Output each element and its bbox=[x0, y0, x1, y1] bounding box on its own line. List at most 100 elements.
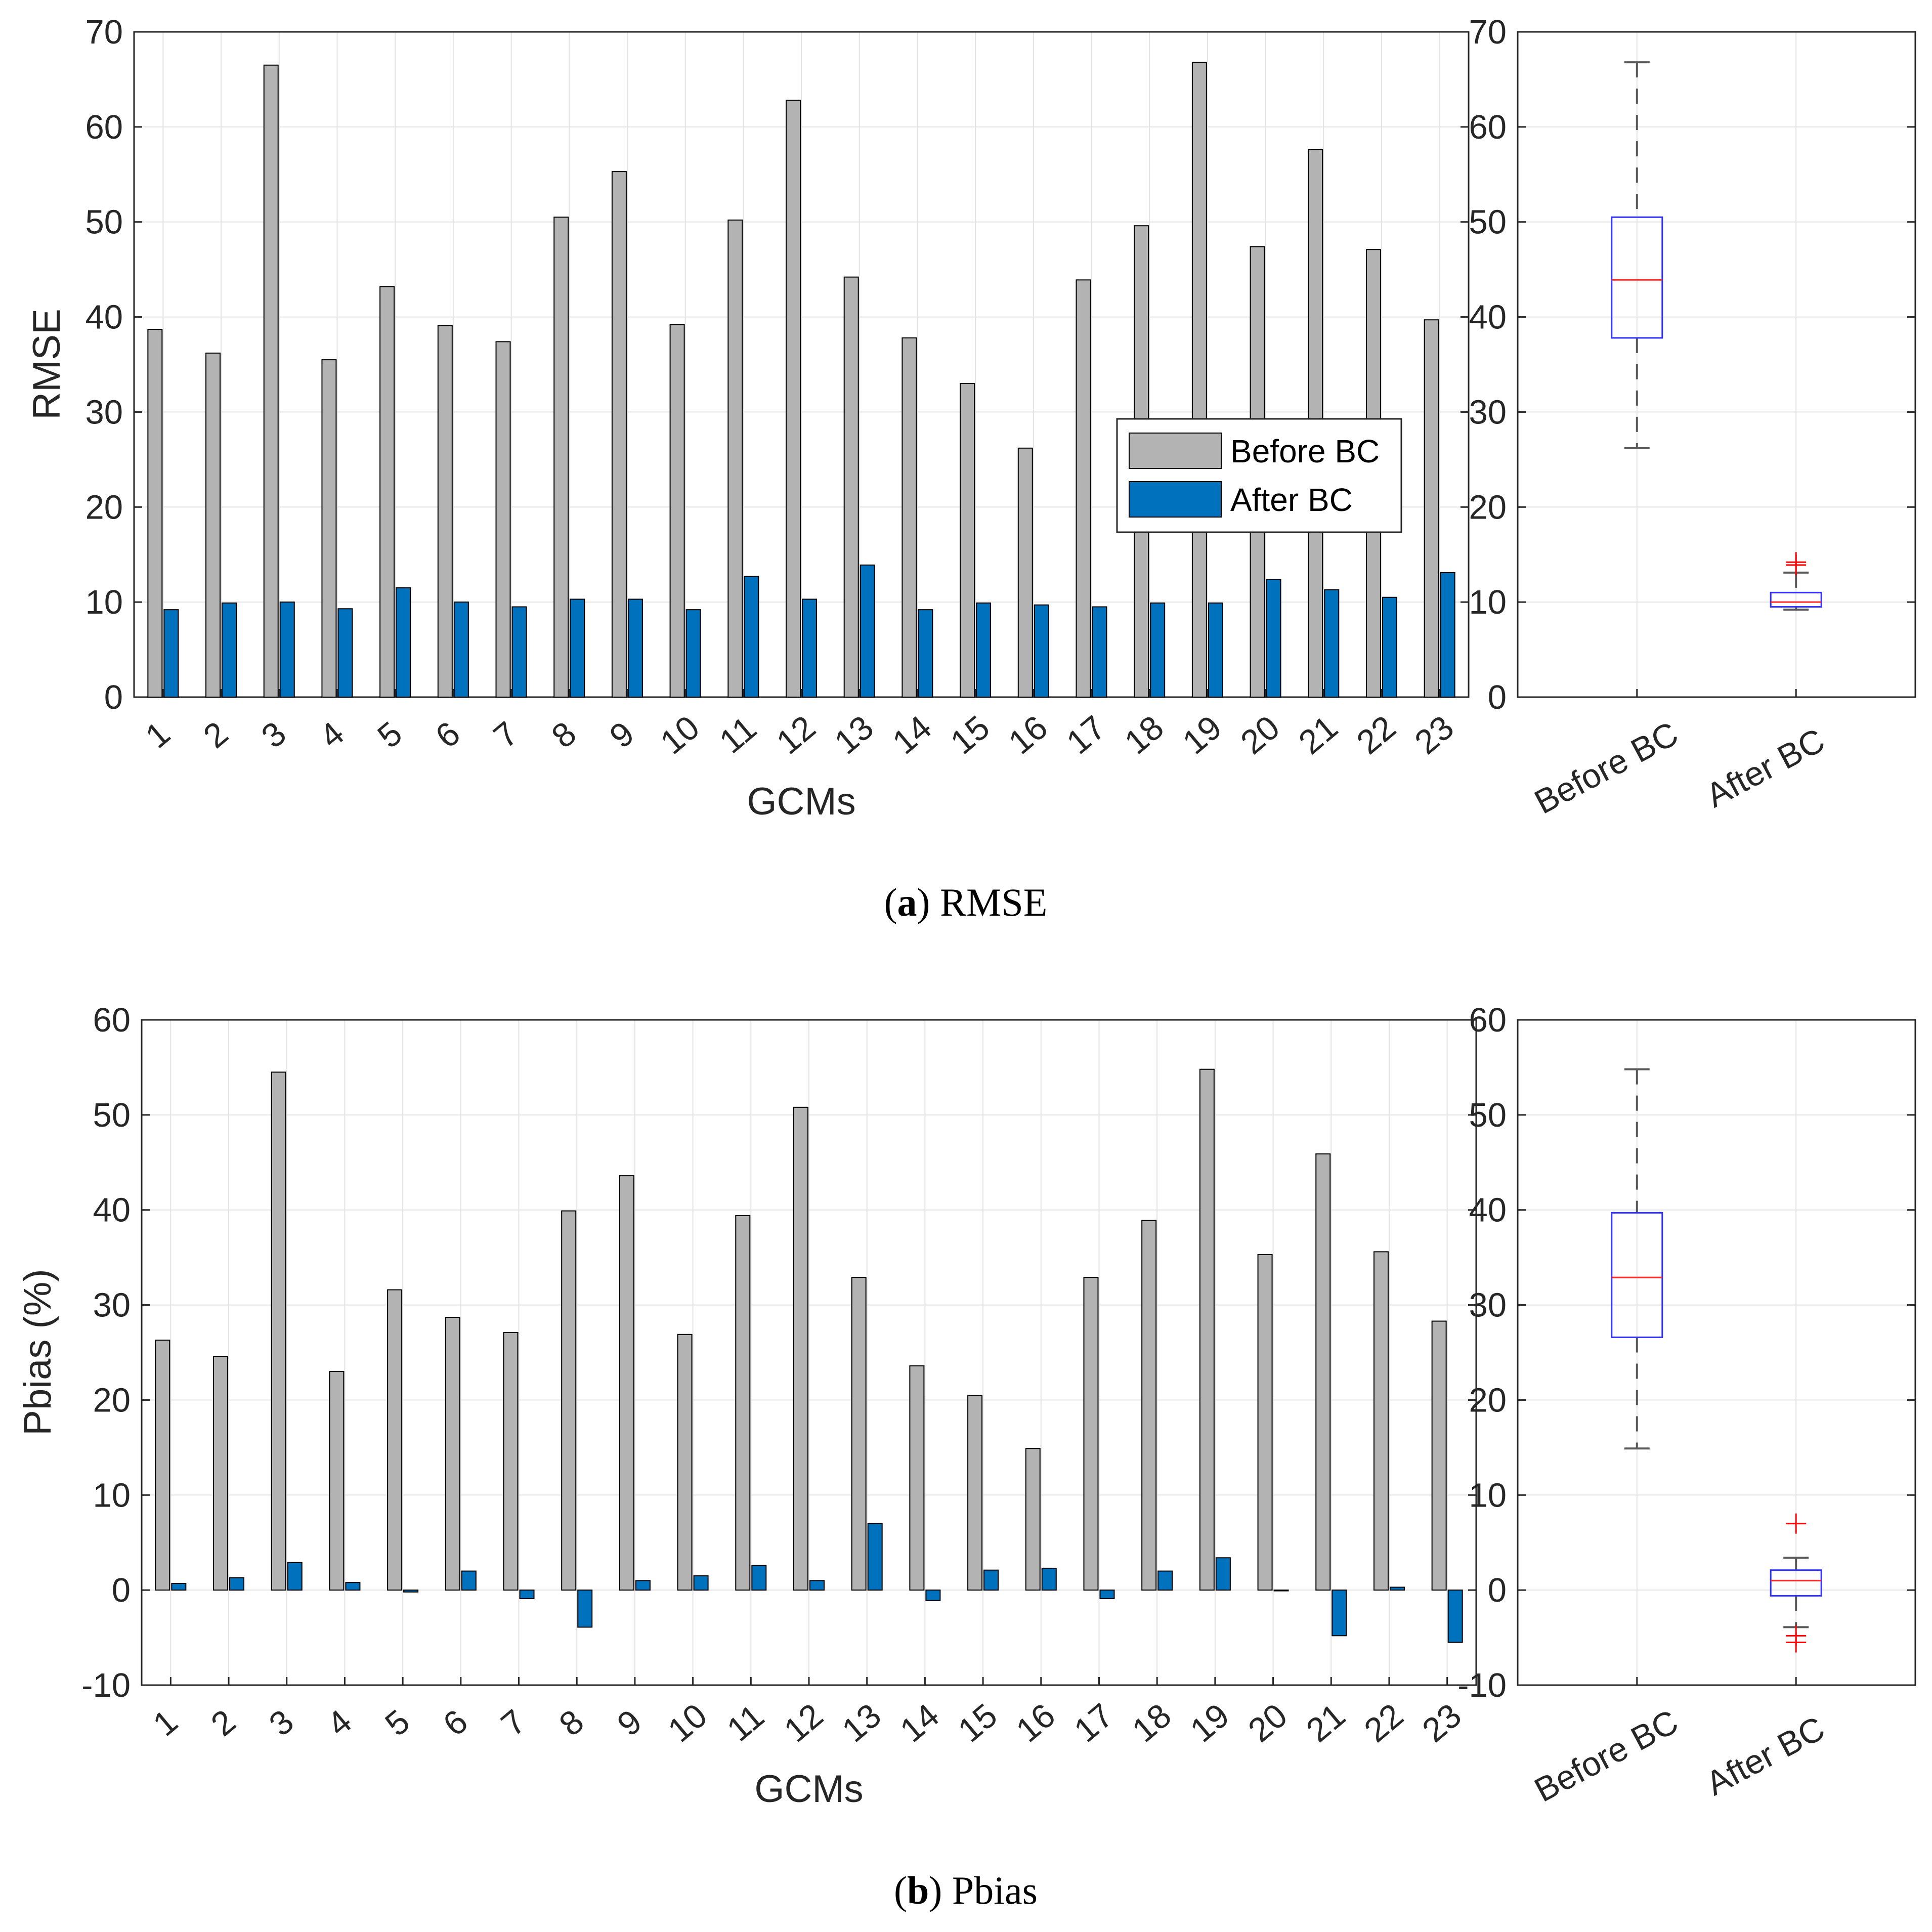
rmse-x-tick-label: 22 bbox=[1350, 708, 1403, 761]
bar-before-bc-11 bbox=[727, 219, 743, 698]
bar-after-bc-1 bbox=[171, 1582, 187, 1591]
bar-before-bc-3 bbox=[263, 64, 279, 698]
bar-after-bc-22 bbox=[1382, 596, 1397, 698]
box-iqr-before-bc bbox=[1611, 216, 1663, 339]
bar-after-bc-12 bbox=[802, 598, 817, 698]
bar-after-bc-7 bbox=[519, 1590, 535, 1600]
bar-before-bc-17 bbox=[1076, 279, 1091, 698]
bar-after-bc-16 bbox=[1034, 604, 1049, 698]
rmse-box-y-tick-label: 50 bbox=[1469, 203, 1507, 241]
pbias-x-tick-label: 3 bbox=[262, 1702, 301, 1743]
bar-before-bc-8 bbox=[553, 217, 569, 698]
rmse-x-tick-label: 7 bbox=[487, 714, 526, 755]
bar-before-bc-15 bbox=[967, 1395, 983, 1591]
bar-after-bc-15 bbox=[976, 603, 992, 698]
rmse-x-axis-label: GCMs bbox=[747, 780, 855, 823]
bar-before-bc-2 bbox=[213, 1356, 229, 1591]
rmse-y-tick-label: 60 bbox=[85, 108, 123, 146]
bar-before-bc-3 bbox=[271, 1071, 286, 1591]
pbias-x-tick-label: 14 bbox=[893, 1696, 946, 1749]
bar-after-bc-12 bbox=[809, 1580, 825, 1591]
bar-after-bc-5 bbox=[403, 1590, 419, 1593]
bar-before-bc-4 bbox=[321, 359, 337, 698]
pbias-x-tick-label: 9 bbox=[610, 1702, 649, 1743]
bar-after-bc-14 bbox=[918, 609, 933, 698]
caption-a: (a) RMSE bbox=[884, 880, 1048, 924]
bar-before-bc-19 bbox=[1199, 1068, 1215, 1591]
bar-after-bc-1 bbox=[163, 609, 179, 698]
bar-before-bc-20 bbox=[1257, 1254, 1273, 1591]
bar-before-bc-10 bbox=[669, 324, 685, 698]
bar-after-bc-4 bbox=[337, 608, 353, 698]
pbias-x-tick-label: 13 bbox=[835, 1696, 888, 1749]
box-outlier-after-bc bbox=[1786, 552, 1807, 573]
bar-after-bc-17 bbox=[1099, 1590, 1115, 1600]
pbias-y-tick-label: 60 bbox=[93, 1001, 131, 1039]
pbias-box-y-tick-label: -10 bbox=[1457, 1666, 1507, 1704]
pbias-y-tick-label: 50 bbox=[93, 1096, 131, 1134]
bar-before-bc-12 bbox=[786, 100, 801, 698]
bar-after-bc-19 bbox=[1215, 1557, 1231, 1591]
pbias-y-tick-label: 40 bbox=[93, 1191, 131, 1229]
bar-after-bc-18 bbox=[1157, 1570, 1173, 1591]
bar-after-bc-7 bbox=[511, 606, 527, 698]
bar-after-bc-8 bbox=[577, 1590, 593, 1628]
pbias-x-tick-label: 7 bbox=[494, 1702, 533, 1743]
bar-after-bc-8 bbox=[570, 598, 585, 698]
pbias-x-tick-label: 15 bbox=[951, 1696, 1004, 1749]
pbias-y-tick-label: 10 bbox=[93, 1476, 131, 1514]
box-outlier-after-bc bbox=[1786, 1513, 1807, 1534]
pbias-box-y-tick-label: 60 bbox=[1469, 1001, 1507, 1039]
bar-before-bc-5 bbox=[387, 1289, 403, 1591]
bar-after-bc-2 bbox=[229, 1577, 245, 1591]
bar-before-bc-7 bbox=[503, 1332, 519, 1591]
caption-a-text: RMSE bbox=[940, 880, 1047, 924]
bar-before-bc-1 bbox=[155, 1340, 170, 1591]
legend-label-after-bc: After BC bbox=[1230, 482, 1353, 518]
caption-a-letter: a bbox=[897, 880, 917, 924]
box-iqr-before-bc bbox=[1611, 1212, 1663, 1338]
rmse-x-tick-label: 19 bbox=[1176, 708, 1229, 761]
rmse-x-tick-label: 9 bbox=[603, 714, 641, 755]
pbias-x-tick-label: 1 bbox=[146, 1702, 185, 1743]
rmse-box-y-tick-label: 10 bbox=[1469, 583, 1507, 621]
bar-after-bc-10 bbox=[685, 609, 701, 698]
pbias-x-tick-label: 16 bbox=[1009, 1696, 1062, 1749]
bar-before-bc-11 bbox=[735, 1215, 751, 1591]
rmse-x-tick-label: 13 bbox=[828, 708, 881, 761]
bar-after-bc-21 bbox=[1332, 1590, 1347, 1637]
rmse-y-tick-label: 40 bbox=[85, 298, 123, 336]
bar-after-bc-10 bbox=[693, 1575, 709, 1591]
bar-before-bc-8 bbox=[561, 1210, 577, 1591]
rmse-x-tick-label: 3 bbox=[254, 714, 293, 755]
bar-after-bc-3 bbox=[287, 1562, 303, 1591]
box-iqr-after-bc bbox=[1770, 1569, 1822, 1597]
rmse-box-y-tick-label: 0 bbox=[1488, 678, 1507, 716]
bar-after-bc-18 bbox=[1150, 603, 1166, 698]
bar-before-bc-19 bbox=[1191, 62, 1207, 698]
pbias-x-tick-label: 6 bbox=[436, 1702, 475, 1743]
pbias-box-x-tick-label-before-bc: Before BC bbox=[1528, 1702, 1684, 1809]
rmse-x-tick-label: 20 bbox=[1233, 708, 1286, 761]
rmse-x-tick-label: 23 bbox=[1408, 708, 1461, 761]
bar-before-bc-4 bbox=[329, 1371, 345, 1591]
bar-after-bc-21 bbox=[1324, 589, 1340, 698]
caption-b-text: Pbias bbox=[952, 1868, 1038, 1912]
rmse-y-tick-label: 70 bbox=[85, 13, 123, 51]
bar-after-bc-9 bbox=[635, 1580, 651, 1591]
box-iqr-after-bc bbox=[1770, 591, 1822, 608]
bar-after-bc-9 bbox=[627, 598, 643, 698]
box-outlier-after-bc bbox=[1786, 1632, 1807, 1653]
rmse-x-tick-label: 18 bbox=[1118, 708, 1171, 761]
pbias-y-tick-label: 30 bbox=[93, 1286, 131, 1324]
legend-swatch-before-bc bbox=[1129, 433, 1222, 469]
rmse-y-tick-label: 50 bbox=[85, 203, 123, 241]
pbias-box-x-tick-label-after-bc: After BC bbox=[1700, 1709, 1831, 1803]
bar-after-bc-22 bbox=[1389, 1586, 1405, 1591]
pbias-y-tick-label: -10 bbox=[81, 1666, 131, 1704]
rmse-x-tick-label: 11 bbox=[712, 709, 763, 761]
rmse-box-y-tick-label: 40 bbox=[1469, 298, 1507, 336]
bar-before-bc-9 bbox=[619, 1175, 634, 1591]
